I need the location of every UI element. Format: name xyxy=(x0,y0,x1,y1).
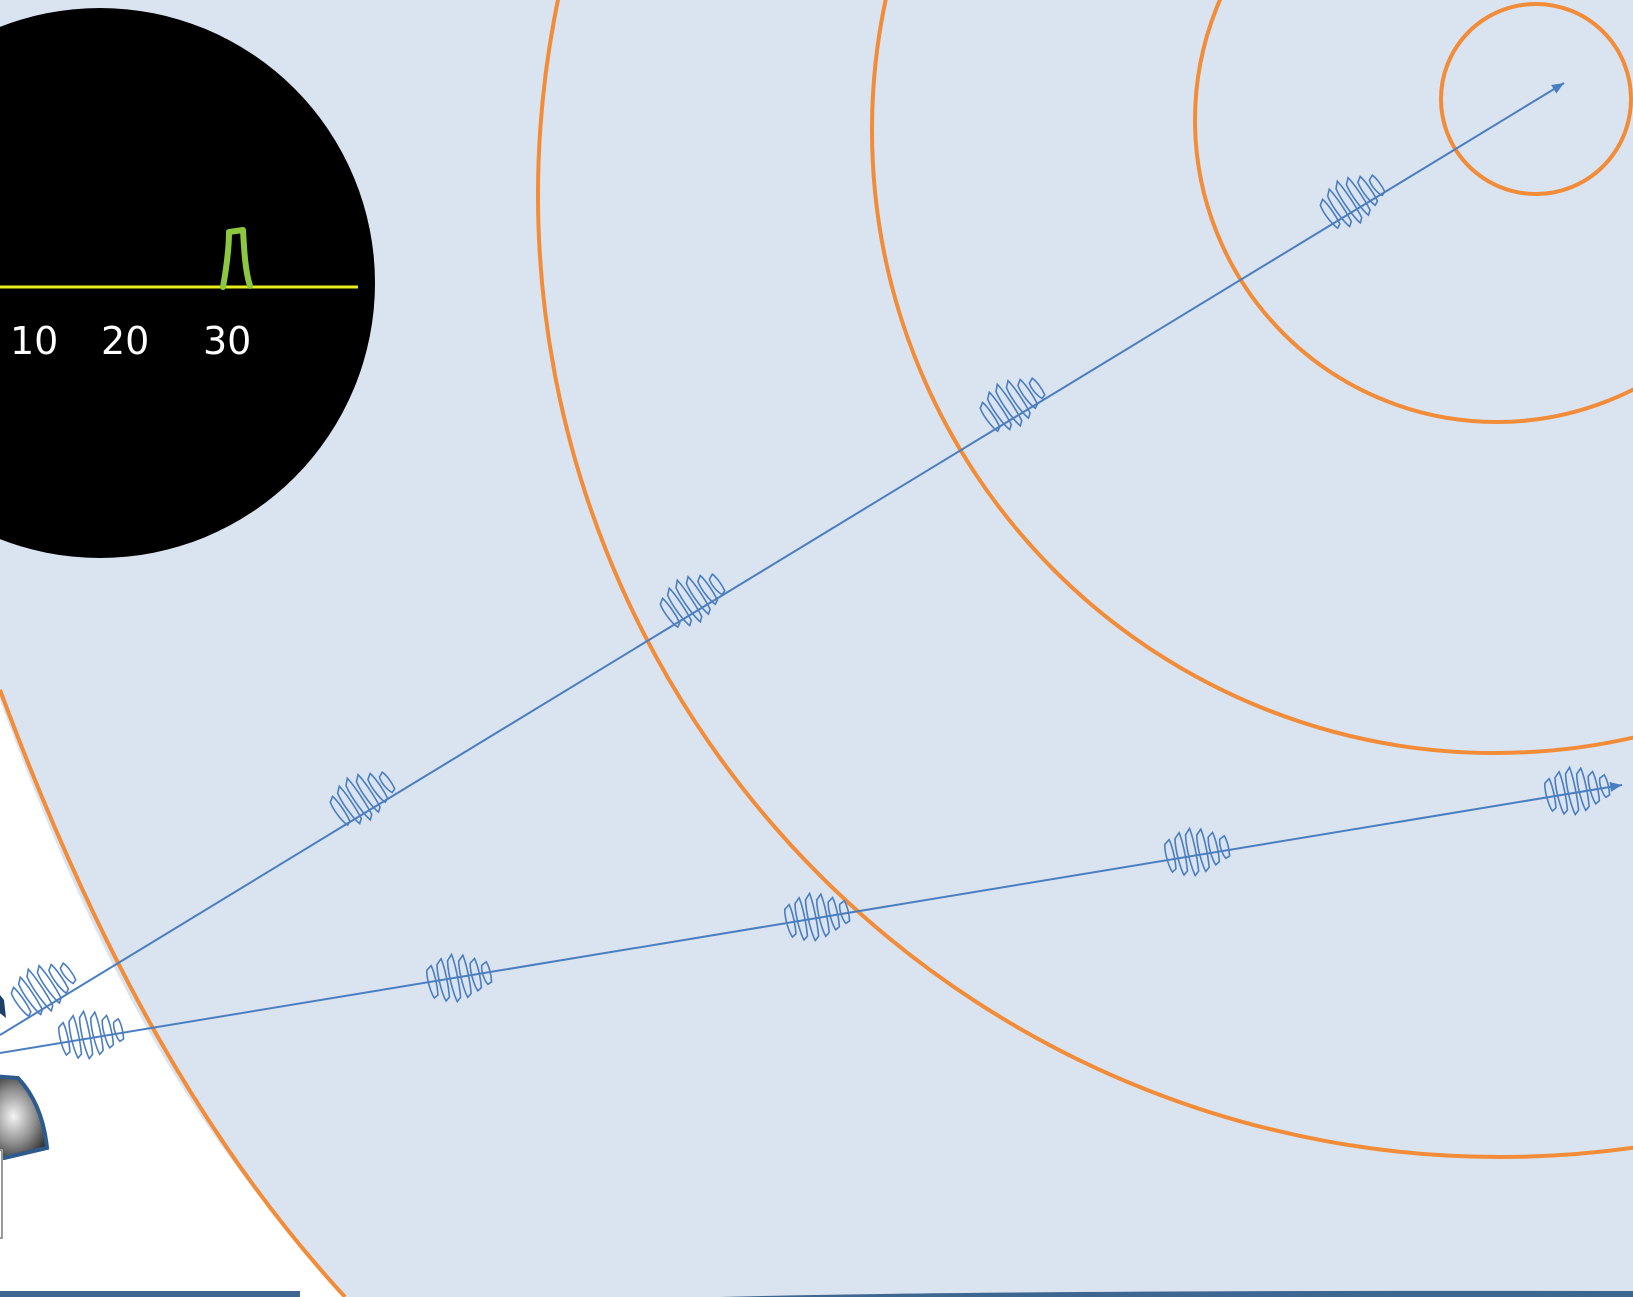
wave-packet-shape xyxy=(426,952,493,1004)
transducer-face xyxy=(0,1074,50,1161)
tick-label-30: 30 xyxy=(203,319,251,363)
wave-packet xyxy=(58,1009,125,1061)
wave-packet-group xyxy=(10,174,1611,1061)
wave-packet xyxy=(979,377,1046,433)
wave-packet xyxy=(1319,174,1386,230)
wave-packet xyxy=(1164,826,1231,878)
beam-arrowhead xyxy=(1551,83,1564,94)
wave-packet-shape xyxy=(979,377,1046,433)
wave-packet xyxy=(426,952,493,1004)
beam-arrowhead xyxy=(1609,782,1622,792)
echo-pulse xyxy=(220,227,253,290)
bottom-band-left xyxy=(0,1291,300,1297)
tick-label-10: 10 xyxy=(10,319,58,363)
wavefront-ring xyxy=(536,0,1633,1159)
wave-packet xyxy=(784,891,851,943)
wave-packet-shape xyxy=(659,573,726,629)
wavefront-ring xyxy=(1439,2,1633,196)
wavefront-ring xyxy=(870,0,1633,755)
wave-packet-shape xyxy=(10,962,77,1018)
wave-packet-shape xyxy=(1544,765,1611,817)
wave-packet-shape xyxy=(1319,174,1386,230)
tick-label-20: 20 xyxy=(101,319,149,363)
beam-upper xyxy=(0,82,1565,1036)
scope-disc xyxy=(0,8,375,558)
wave-packet xyxy=(659,573,726,629)
wave-packet-shape xyxy=(1164,826,1231,878)
transducer-handle xyxy=(0,1149,3,1239)
beam-lower xyxy=(0,784,1623,1054)
transducer-tip xyxy=(0,995,6,1018)
wave-packet xyxy=(10,962,77,1018)
beam-group xyxy=(0,82,1623,1054)
wavefront-ring xyxy=(1193,0,1633,424)
transducer xyxy=(0,995,50,1239)
oscilloscope-display: 10 20 30 xyxy=(0,8,375,558)
bottom-band-right xyxy=(720,1290,1633,1297)
wave-packet-shape xyxy=(58,1009,125,1061)
wave-packet-shape xyxy=(784,891,851,943)
wave-packet-shape xyxy=(329,771,396,827)
wave-packet xyxy=(1544,765,1611,817)
wave-packet xyxy=(329,771,396,827)
wavefront-outer-arc xyxy=(0,689,347,1297)
